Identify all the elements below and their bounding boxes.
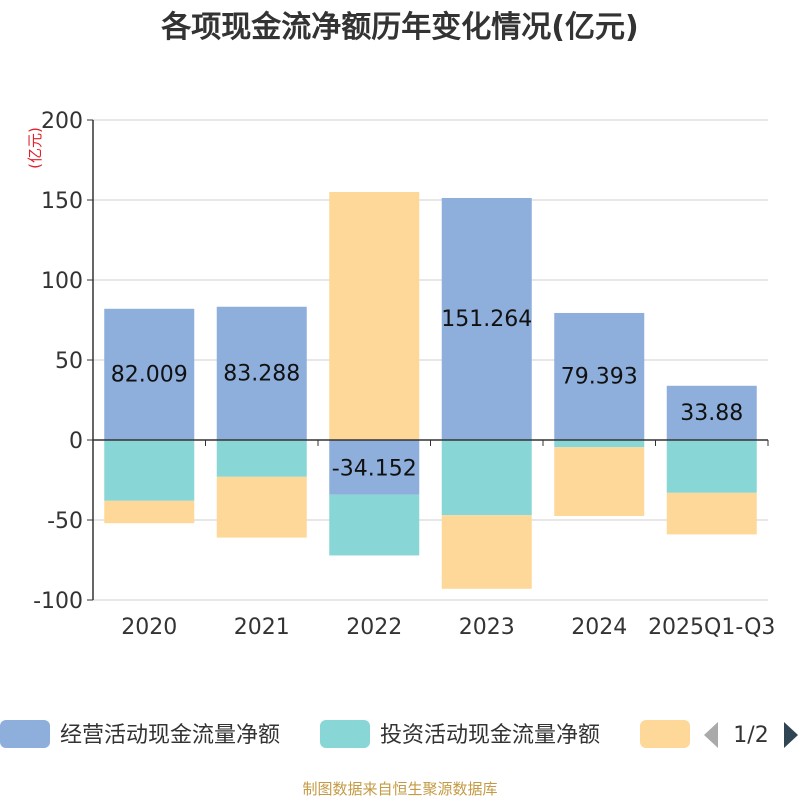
bar-3-2020[interactable] bbox=[104, 500, 195, 524]
y-axis-unit-label: (亿元) bbox=[26, 127, 44, 169]
data-label: -34.152 bbox=[332, 456, 417, 481]
bar-1-2021[interactable] bbox=[216, 306, 307, 440]
bar-3-2021[interactable] bbox=[216, 476, 307, 538]
x-tick-label: 2022 bbox=[346, 615, 402, 640]
bar-1-2024[interactable] bbox=[554, 312, 645, 440]
bar-2-2025Q1-Q3[interactable] bbox=[666, 440, 757, 493]
chart-title: 各项现金流净额历年变化情况(亿元) bbox=[161, 10, 639, 45]
legend-prev-page-icon[interactable] bbox=[704, 722, 718, 748]
y-tick-label: 200 bbox=[41, 109, 83, 134]
x-tick-label: 2025Q1-Q3 bbox=[648, 615, 775, 640]
data-label: 151.264 bbox=[441, 307, 532, 332]
y-tick-label: 150 bbox=[41, 189, 83, 214]
bar-2-2021[interactable] bbox=[216, 440, 307, 477]
bar-3-2024[interactable] bbox=[554, 447, 645, 516]
bar-2-2024[interactable] bbox=[554, 440, 645, 448]
data-label-layer: 82.009 83.288 -34.152 151.264 79.393 33.88 bbox=[111, 307, 743, 481]
bar-1-2025Q1-Q3[interactable] bbox=[666, 385, 757, 440]
y-tick-label: -100 bbox=[33, 589, 83, 614]
bar-1-2020[interactable] bbox=[104, 308, 195, 440]
data-label: 79.393 bbox=[561, 364, 638, 389]
bar-3-2025Q1-Q3[interactable] bbox=[666, 492, 757, 535]
y-tick-label: 0 bbox=[69, 429, 83, 454]
bar-3-2023[interactable] bbox=[441, 515, 532, 589]
x-tick-label: 2024 bbox=[571, 615, 627, 640]
legend-item-2[interactable]: 投资活动现金流量净额 bbox=[320, 720, 600, 748]
axis-layer: -100 -50 0 50 100 150 200(亿元) 2020 2021 2022 2023 2… bbox=[26, 109, 775, 640]
legend-swatch bbox=[640, 720, 690, 748]
y-tick-label: 50 bbox=[55, 349, 83, 374]
data-label: 82.009 bbox=[111, 362, 188, 387]
y-tick-label: -50 bbox=[47, 509, 83, 534]
bar-2-2020[interactable] bbox=[104, 440, 195, 501]
x-tick-label: 2023 bbox=[459, 615, 515, 640]
data-label: 33.88 bbox=[680, 401, 743, 426]
bar-layer bbox=[104, 192, 757, 589]
data-label: 83.288 bbox=[223, 361, 300, 386]
bar-2-2022[interactable] bbox=[329, 494, 420, 556]
legend-item-3[interactable] bbox=[640, 720, 690, 748]
grid-layer bbox=[93, 119, 768, 601]
legend-swatch bbox=[0, 720, 50, 748]
x-tick-label: 2020 bbox=[121, 615, 177, 640]
legend-swatch bbox=[320, 720, 370, 748]
legend-next-page-icon[interactable] bbox=[784, 722, 798, 748]
bar-1-2022[interactable] bbox=[329, 440, 420, 495]
legend: 经营活动现金流量净额 投资活动现金流量净额 1/2 bbox=[0, 720, 798, 748]
x-tick-label: 2021 bbox=[234, 615, 290, 640]
y-tick-label: 100 bbox=[41, 269, 83, 294]
legend-label: 投资活动现金流量净额 bbox=[380, 723, 600, 748]
bar-1-2023[interactable] bbox=[441, 197, 532, 440]
legend-page-indicator: 1/2 bbox=[733, 723, 768, 748]
bar-2-2023[interactable] bbox=[441, 440, 532, 516]
bar-3-2022[interactable] bbox=[329, 192, 420, 440]
legend-item-1[interactable]: 经营活动现金流量净额 bbox=[0, 720, 280, 748]
source-note: 制图数据来自恒生聚源数据库 bbox=[302, 780, 498, 798]
legend-label: 经营活动现金流量净额 bbox=[60, 723, 280, 748]
